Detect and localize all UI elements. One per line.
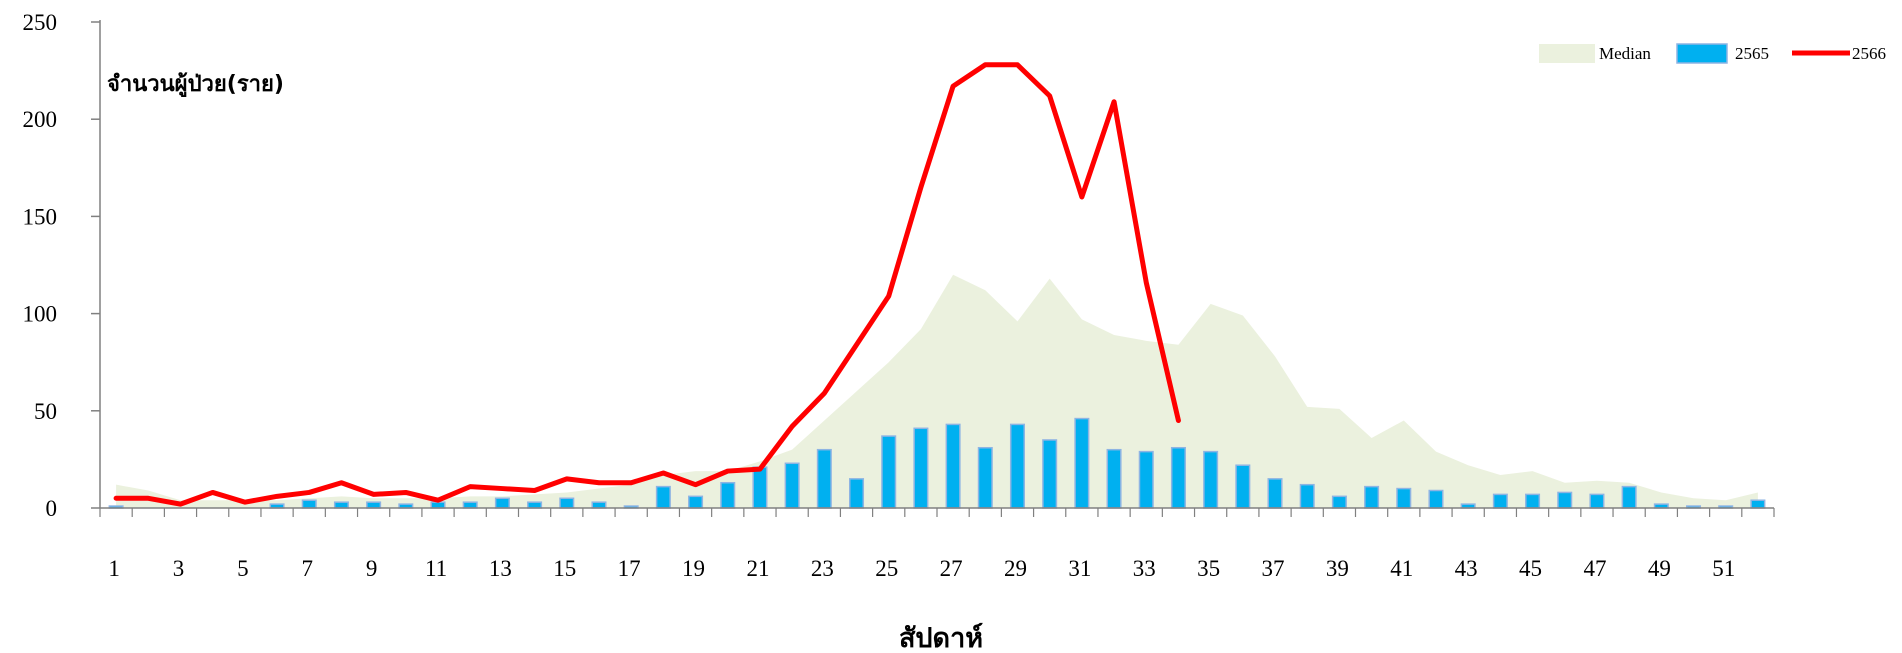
- bar-2565: [333, 501, 349, 509]
- bar-2565: [1557, 491, 1573, 509]
- bar-2565: [1138, 450, 1154, 509]
- x-tick-label: 49: [1648, 556, 1671, 581]
- bar-2565: [849, 478, 865, 509]
- x-tick-labels: 1 3 5 7 9 11 13 15 17 19 21 23 25 27 29 31 33 35 37 39 41 43 4…: [108, 556, 1735, 581]
- bar-2565: [1235, 464, 1251, 509]
- bar-2565: [591, 501, 607, 509]
- y-tick-labels: 0 50 100 150 200 250: [23, 10, 58, 521]
- bar-2565: [462, 501, 478, 509]
- x-tick-label: 23: [811, 556, 834, 581]
- y-axis-title: จำนวนผู้ป่วย(ราย): [107, 72, 284, 98]
- bar-2565: [784, 462, 800, 509]
- legend-label-2566: 2566: [1852, 44, 1886, 63]
- x-tick-label: 37: [1262, 556, 1285, 581]
- bar-2565: [366, 501, 382, 509]
- x-tick-label: 15: [553, 556, 576, 581]
- x-tick-label: 17: [618, 556, 641, 581]
- legend: Median 2565 2566: [1539, 43, 1886, 64]
- x-tick-label: 19: [682, 556, 705, 581]
- bars-layer: [108, 417, 1766, 509]
- bar-2565: [1170, 446, 1186, 509]
- x-tick-label: 29: [1004, 556, 1027, 581]
- x-tick-label: 5: [237, 556, 249, 581]
- x-tick-label: 21: [746, 556, 769, 581]
- x-tick-label: 13: [489, 556, 512, 581]
- y-tick-label: 100: [23, 302, 58, 327]
- bar-2565: [1042, 439, 1058, 509]
- bar-2565: [977, 446, 993, 509]
- x-tick-label: 7: [302, 556, 314, 581]
- x-tick-label: 1: [108, 556, 120, 581]
- bar-2565: [1621, 485, 1637, 509]
- y-tick-label: 150: [23, 204, 58, 229]
- bar-2565: [1074, 417, 1090, 509]
- bar-2565: [1396, 487, 1412, 509]
- legend-label-median: Median: [1599, 44, 1651, 63]
- x-tick-label: 3: [173, 556, 185, 581]
- bar-2565: [1492, 493, 1508, 509]
- x-axis-title: สัปดาห์: [899, 622, 983, 653]
- x-tick-label: 27: [940, 556, 963, 581]
- x-tick-label: 9: [366, 556, 378, 581]
- bar-2565: [1106, 448, 1122, 509]
- bar-2565: [559, 497, 575, 509]
- bar-2565: [1203, 450, 1219, 509]
- bar-2565: [1009, 423, 1025, 509]
- bar-2565: [881, 435, 897, 509]
- bar-2565: [688, 495, 704, 509]
- x-tick-label: 43: [1455, 556, 1478, 581]
- bar-2565: [1331, 495, 1347, 509]
- line-2566: [113, 62, 1181, 507]
- bar-2565: [1589, 493, 1605, 509]
- bar-2565: [301, 499, 317, 509]
- bar-2565: [1750, 499, 1766, 509]
- x-tick-label: 47: [1583, 556, 1606, 581]
- x-tick-label: 45: [1519, 556, 1542, 581]
- bar-2565: [1525, 493, 1541, 509]
- x-tick-label: 35: [1197, 556, 1220, 581]
- bar-2565: [430, 501, 446, 509]
- x-tick-label: 25: [875, 556, 898, 581]
- x-tick-label: 41: [1390, 556, 1413, 581]
- bar-2565: [913, 427, 929, 509]
- bar-2565: [945, 423, 961, 509]
- y-tick-label: 50: [34, 399, 57, 424]
- y-tick-label: 200: [23, 107, 58, 132]
- legend-swatch-2565: [1676, 43, 1728, 64]
- x-tick-label: 39: [1326, 556, 1349, 581]
- x-tick-label: 11: [425, 556, 447, 581]
- x-tick-label: 31: [1068, 556, 1091, 581]
- bar-2565: [1364, 485, 1380, 509]
- x-tick-label: 33: [1133, 556, 1156, 581]
- legend-label-2565: 2565: [1735, 44, 1769, 63]
- y-tick-label: 250: [23, 10, 58, 35]
- axes-layer: [91, 20, 1775, 517]
- line-layer: [113, 62, 1181, 507]
- legend-swatch-median: [1539, 44, 1595, 63]
- bar-2565: [1428, 489, 1444, 509]
- bar-2565: [720, 481, 736, 509]
- bar-2565: [1267, 478, 1283, 509]
- bar-2565: [527, 501, 543, 509]
- median-area-layer: [116, 274, 1758, 508]
- bar-2565: [1299, 483, 1315, 509]
- bar-2565: [655, 485, 671, 509]
- bar-2565: [752, 466, 768, 509]
- median-area: [116, 274, 1758, 508]
- bar-2565: [494, 497, 510, 509]
- x-tick-label: 51: [1712, 556, 1735, 581]
- bar-2565: [816, 448, 832, 509]
- y-tick-label: 0: [46, 496, 58, 521]
